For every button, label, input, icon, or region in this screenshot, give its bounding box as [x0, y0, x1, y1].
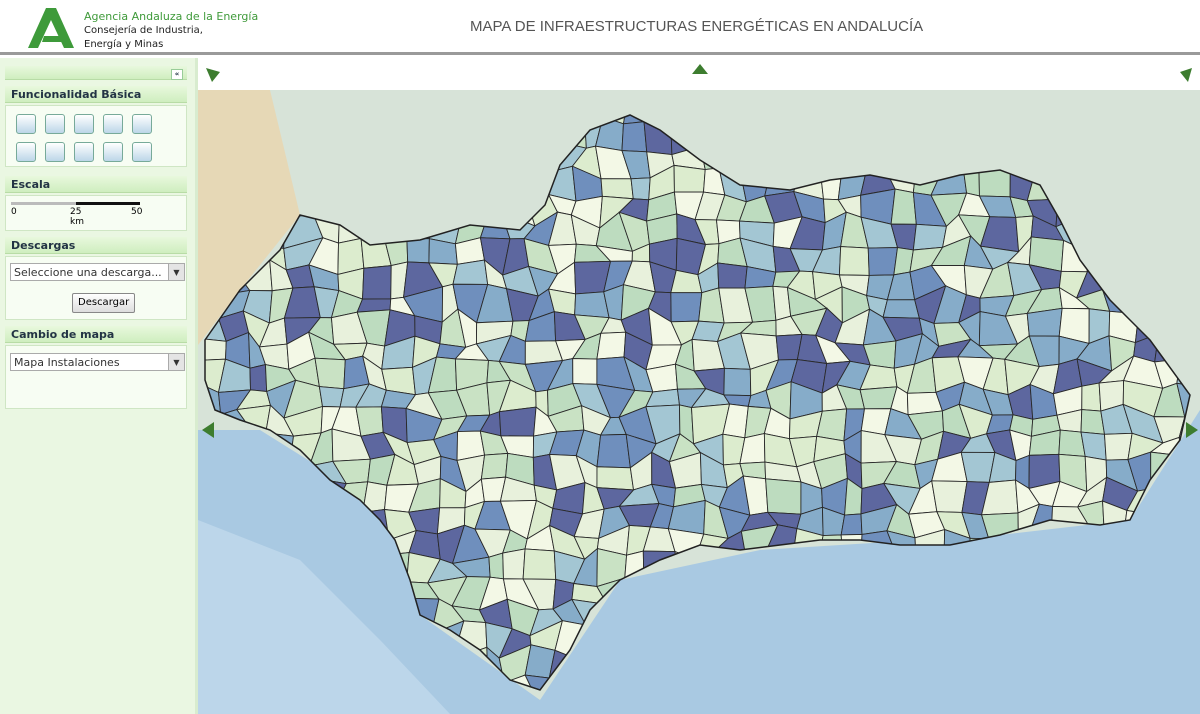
municipality[interactable]: [574, 291, 610, 319]
tool-button[interactable]: [45, 114, 65, 134]
download-select[interactable]: Seleccione una descarga... ▼: [10, 263, 185, 281]
municipality[interactable]: [406, 238, 430, 264]
tool-button[interactable]: [103, 142, 123, 162]
municipality[interactable]: [1176, 382, 1199, 418]
municipality[interactable]: [723, 367, 752, 397]
municipality[interactable]: [480, 452, 509, 480]
tool-button[interactable]: [74, 142, 94, 162]
municipality[interactable]: [596, 433, 631, 469]
municipality[interactable]: [314, 357, 346, 390]
municipality[interactable]: [572, 358, 598, 385]
side-panel: « Funcionalidad Básica Escala 0 25 50 km…: [0, 58, 198, 714]
municipality[interactable]: [882, 299, 920, 319]
tool-button[interactable]: [103, 114, 123, 134]
scale-unit: km: [70, 217, 84, 227]
municipality[interactable]: [600, 178, 634, 200]
tool-button[interactable]: [16, 142, 36, 162]
municipality[interactable]: [318, 386, 345, 408]
tool-button[interactable]: [132, 114, 152, 134]
panel-header[interactable]: Cambio de mapa: [5, 326, 187, 343]
municipality[interactable]: [1081, 382, 1102, 412]
municipality[interactable]: [355, 406, 384, 437]
logo: [28, 8, 74, 48]
municipality[interactable]: [630, 177, 651, 201]
select-text: Mapa Instalaciones: [14, 356, 120, 369]
tool-button[interactable]: [45, 142, 65, 162]
map-select[interactable]: Mapa Instalaciones ▼: [10, 353, 185, 371]
map-nav-strip: [198, 60, 1200, 90]
municipality[interactable]: [362, 265, 392, 300]
scale-label: 0: [11, 207, 17, 217]
scale-label: 50: [131, 207, 143, 217]
tool-button[interactable]: [74, 114, 94, 134]
municipality[interactable]: [673, 164, 706, 193]
municipality[interactable]: [596, 466, 635, 491]
municipality[interactable]: [890, 188, 917, 225]
sea: [198, 520, 450, 714]
municipality[interactable]: [498, 406, 537, 437]
page-title: MAPA DE INFRAESTRUCTURAS ENERGÉTICAS EN …: [470, 18, 924, 35]
pan-west[interactable]: [202, 422, 214, 438]
portugal: [198, 90, 300, 345]
tool-button[interactable]: [132, 142, 152, 162]
municipality[interactable]: [912, 223, 948, 251]
municipality[interactable]: [717, 262, 748, 289]
municipality[interactable]: [1104, 432, 1133, 461]
municipality[interactable]: [840, 513, 863, 536]
municipality[interactable]: [838, 246, 870, 276]
scale-bar: [11, 202, 76, 205]
panel-header[interactable]: Escala: [5, 176, 187, 193]
panel-header[interactable]: Funcionalidad Básica: [5, 86, 187, 103]
ministry-line: Consejería de Industria,: [84, 25, 203, 36]
panel-header[interactable]: Descargas: [5, 237, 187, 254]
collapse-bar[interactable]: «: [5, 66, 187, 80]
pan-northeast[interactable]: [1180, 68, 1192, 82]
ministry-line: Energía y Minas: [84, 39, 164, 50]
scale-box: 0 25 50 km: [5, 195, 187, 231]
municipality[interactable]: [867, 247, 899, 276]
pan-north[interactable]: [692, 64, 708, 74]
map[interactable]: [198, 60, 1200, 714]
municipality[interactable]: [596, 331, 627, 360]
tool-button[interactable]: [16, 114, 36, 134]
download-button[interactable]: Descargar: [72, 293, 136, 313]
municipality[interactable]: [1080, 431, 1107, 461]
municipality[interactable]: [931, 480, 968, 513]
pan-east[interactable]: [1186, 422, 1198, 438]
municipality[interactable]: [502, 548, 526, 580]
select-text: Seleccione una descarga...: [14, 266, 162, 279]
municipality[interactable]: [670, 292, 703, 323]
sea: [198, 410, 1200, 714]
header: Agencia Andaluza de la Energía Consejerí…: [0, 0, 1200, 55]
municipality[interactable]: [1026, 307, 1063, 337]
tool-grid: [6, 106, 186, 162]
municipality[interactable]: [249, 364, 268, 392]
agency-name: Agencia Andaluza de la Energía: [84, 10, 259, 23]
municipality[interactable]: [765, 478, 802, 515]
toolbar: [5, 105, 187, 167]
pan-northwest[interactable]: [206, 68, 220, 82]
municipality[interactable]: [621, 121, 648, 153]
scale-label: 25: [70, 207, 82, 217]
municipality[interactable]: [488, 552, 504, 580]
municipality[interactable]: [522, 548, 557, 580]
scale-bar: [76, 202, 140, 205]
